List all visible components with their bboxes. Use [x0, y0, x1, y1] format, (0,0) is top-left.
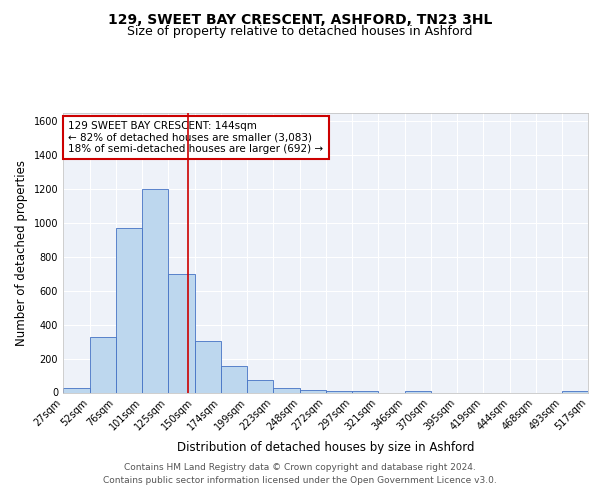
- Text: Contains HM Land Registry data © Crown copyright and database right 2024.: Contains HM Land Registry data © Crown c…: [124, 464, 476, 472]
- Bar: [63, 388, 90, 392]
- Bar: [352, 391, 378, 392]
- Text: 129, SWEET BAY CRESCENT, ASHFORD, TN23 3HL: 129, SWEET BAY CRESCENT, ASHFORD, TN23 3…: [108, 12, 492, 26]
- Bar: [90, 338, 116, 392]
- Bar: [562, 391, 588, 392]
- Y-axis label: Number of detached properties: Number of detached properties: [15, 160, 28, 346]
- Text: 129 SWEET BAY CRESCENT: 144sqm
← 82% of detached houses are smaller (3,083)
18% : 129 SWEET BAY CRESCENT: 144sqm ← 82% of …: [68, 121, 323, 154]
- Bar: [116, 228, 142, 392]
- Bar: [195, 340, 221, 392]
- X-axis label: Distribution of detached houses by size in Ashford: Distribution of detached houses by size …: [177, 440, 474, 454]
- Bar: [326, 391, 352, 392]
- Bar: [247, 380, 273, 392]
- Bar: [142, 189, 168, 392]
- Bar: [405, 391, 431, 392]
- Text: Contains public sector information licensed under the Open Government Licence v3: Contains public sector information licen…: [103, 476, 497, 485]
- Bar: [273, 388, 300, 392]
- Text: Size of property relative to detached houses in Ashford: Size of property relative to detached ho…: [127, 25, 473, 38]
- Bar: [168, 274, 195, 392]
- Bar: [221, 366, 247, 392]
- Bar: [300, 390, 326, 392]
